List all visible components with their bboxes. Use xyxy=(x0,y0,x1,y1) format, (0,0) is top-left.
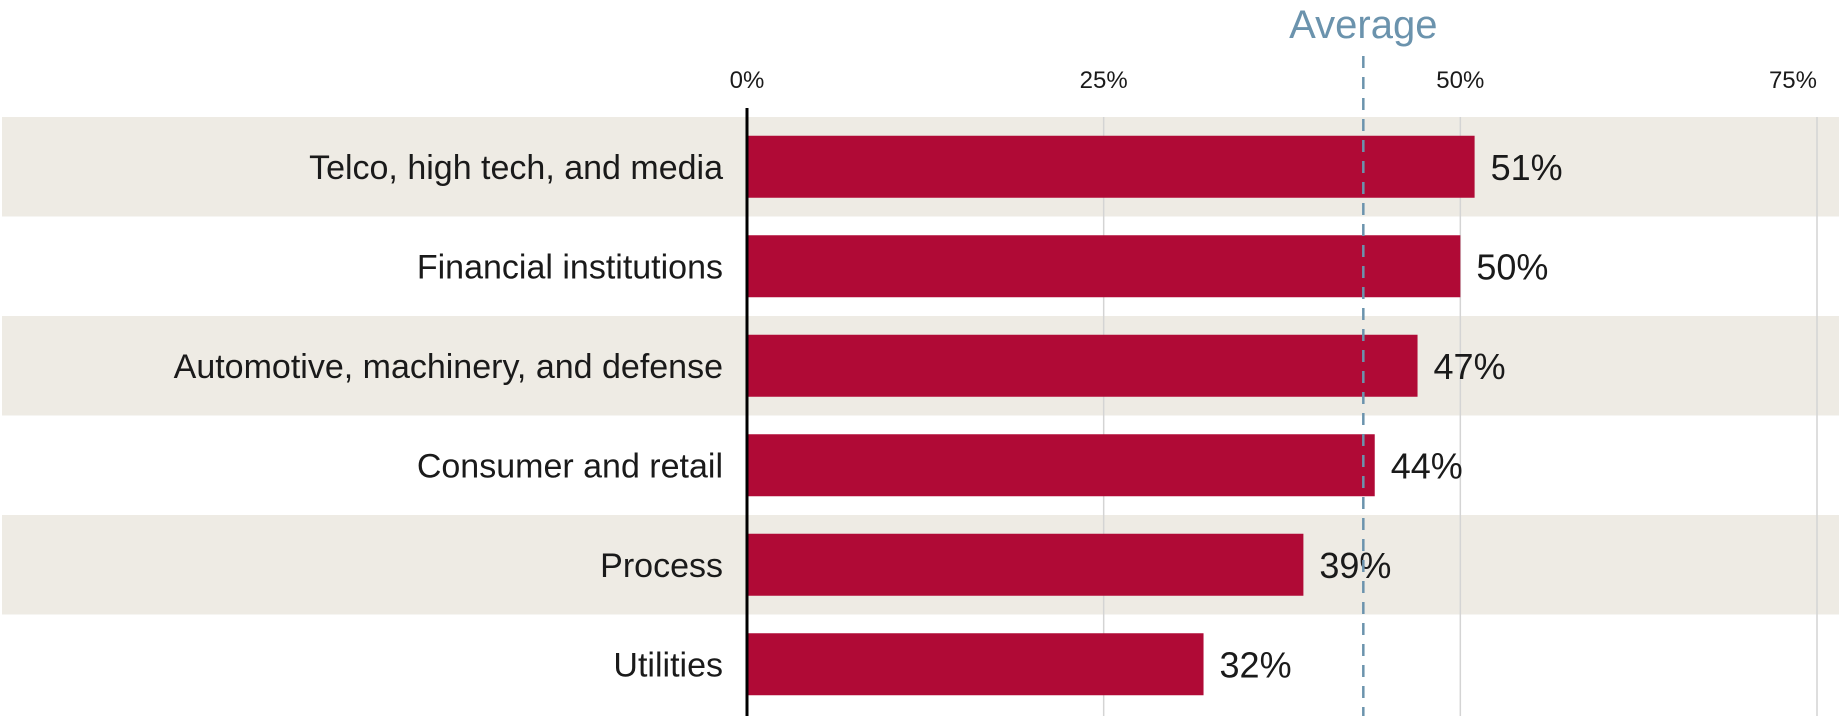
bar xyxy=(747,334,1418,397)
category-labels: Telco, high tech, and media Financial ins… xyxy=(174,149,723,685)
average-label: Average xyxy=(1289,3,1437,47)
x-tick-label: 50% xyxy=(1436,67,1484,94)
bar xyxy=(747,235,1461,298)
gridlines xyxy=(1102,117,1818,716)
bar xyxy=(747,135,1475,198)
value-labels: 51% 50% 47% 44% 39% 32% xyxy=(1220,147,1563,686)
category-label: Telco, high tech, and media xyxy=(309,149,723,187)
bar xyxy=(747,533,1304,596)
average-line-group: Average xyxy=(1289,3,1437,716)
category-label: Utilities xyxy=(613,646,723,684)
value-label: 32% xyxy=(1220,644,1292,685)
category-label: Financial institutions xyxy=(417,248,723,286)
value-label: 39% xyxy=(1319,545,1391,586)
bar xyxy=(747,434,1375,497)
value-label: 44% xyxy=(1391,445,1463,486)
bars xyxy=(747,135,1475,696)
value-label: 47% xyxy=(1434,346,1506,387)
bar xyxy=(747,633,1204,696)
category-label: Automotive, machinery, and defense xyxy=(174,348,723,386)
x-tick-labels: 0% 25% 50% 75% xyxy=(730,67,1817,94)
x-tick-label: 0% xyxy=(730,67,765,94)
category-label: Consumer and retail xyxy=(417,447,723,485)
x-tick-label: 75% xyxy=(1769,67,1817,94)
x-tick-label: 25% xyxy=(1080,67,1128,94)
category-label: Process xyxy=(600,547,723,585)
value-label: 50% xyxy=(1476,246,1548,287)
value-label: 51% xyxy=(1491,147,1563,188)
